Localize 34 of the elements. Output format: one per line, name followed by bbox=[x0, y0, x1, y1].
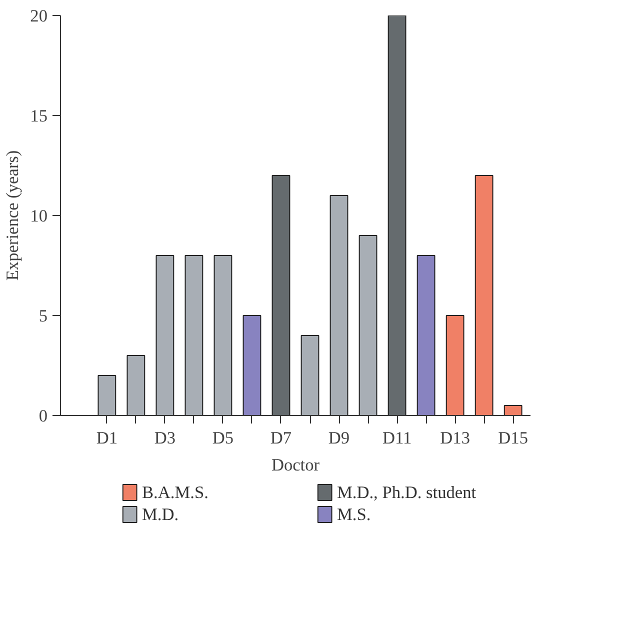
y-tick-label: 5 bbox=[38, 306, 48, 326]
bar bbox=[272, 175, 290, 416]
bar bbox=[98, 375, 116, 416]
bar bbox=[300, 335, 320, 416]
legend-label: M.S. bbox=[336, 505, 371, 524]
bar bbox=[184, 255, 204, 416]
bar bbox=[330, 195, 348, 416]
y-axis-title: Experience (years) bbox=[3, 150, 22, 281]
x-tick-label: D13 bbox=[440, 428, 470, 448]
x-tick-label: D5 bbox=[212, 428, 234, 448]
bar bbox=[474, 175, 494, 416]
bar bbox=[242, 315, 262, 416]
x-tick-label: D11 bbox=[382, 428, 412, 448]
y-tick-label: 20 bbox=[30, 6, 48, 26]
bar bbox=[358, 235, 378, 416]
x-axis-title: Doctor bbox=[271, 456, 320, 474]
bar bbox=[388, 16, 406, 416]
legend-label: M.D. bbox=[142, 505, 179, 524]
legend-label: M.D., Ph.D. student bbox=[336, 483, 476, 502]
bar bbox=[504, 405, 522, 416]
bar bbox=[214, 255, 232, 416]
y-tick-label: 15 bbox=[30, 106, 48, 126]
legend-label: B.A.M.S. bbox=[142, 483, 208, 502]
x-tick-label: D15 bbox=[498, 428, 528, 448]
x-tick-label: D9 bbox=[328, 428, 350, 448]
x-tick-label: D7 bbox=[270, 428, 292, 448]
x-tick-label: D1 bbox=[96, 428, 118, 448]
x-tick-label: D3 bbox=[154, 428, 176, 448]
y-tick-label: 10 bbox=[30, 206, 48, 226]
y-tick-label: 0 bbox=[38, 406, 48, 426]
bar bbox=[126, 355, 146, 416]
bar bbox=[416, 255, 436, 416]
bar bbox=[446, 315, 464, 416]
bar bbox=[156, 255, 174, 416]
